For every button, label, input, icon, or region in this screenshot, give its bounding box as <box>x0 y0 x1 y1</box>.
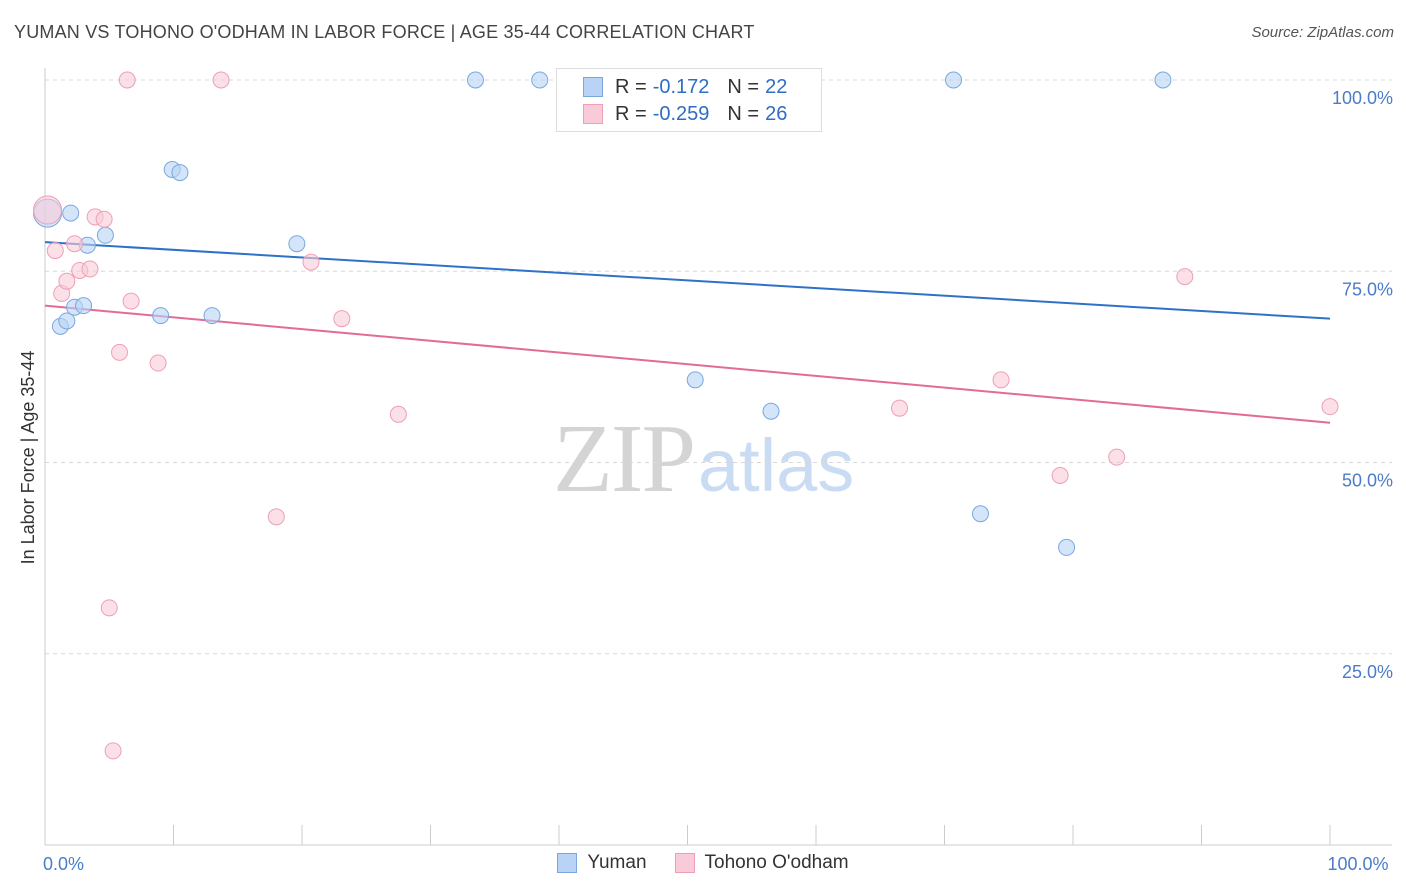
yuman-point-12 <box>288 235 306 253</box>
correlation-legend: R = -0.172 N = 22 R = -0.259 N = 26 <box>556 68 822 132</box>
yuman-point-7 <box>96 226 114 244</box>
legend-tohono-swatch <box>674 853 695 873</box>
legend-yuman-swatch <box>557 853 578 873</box>
tohono-point-3 <box>58 272 76 290</box>
legend-item-yuman[interactable]: Yuman <box>557 852 647 874</box>
yuman-point-16 <box>762 402 780 420</box>
y-tick-label-25: 25.0% <box>1342 662 1393 682</box>
tohono-point-11 <box>111 343 129 361</box>
tohono-point-24 <box>1176 268 1194 286</box>
tohono-point-25 <box>1321 398 1339 416</box>
watermark: ZIPatlas <box>553 403 854 515</box>
legend-row-yuman: R = -0.172 N = 22 <box>583 74 787 100</box>
tohono-point-22 <box>1051 467 1069 485</box>
yuman-point-20 <box>1154 71 1172 89</box>
tohono-r-label: R = <box>615 102 647 125</box>
watermark-zip: ZIP <box>553 405 696 513</box>
yuman-r-value: -0.172 <box>652 75 710 98</box>
tohono-point-14 <box>149 354 167 372</box>
yuman-point-13 <box>466 71 484 89</box>
yuman-trend-line <box>44 241 1331 320</box>
data-points <box>33 71 1339 760</box>
tohono-point-12 <box>122 292 140 310</box>
legend-item-tohono[interactable]: Tohono O'odham <box>674 852 849 874</box>
tohono-swatch <box>583 104 603 124</box>
yuman-swatch <box>583 77 603 97</box>
tohono-point-13 <box>118 71 136 89</box>
tohono-point-16 <box>267 508 285 526</box>
tohono-point-1 <box>46 242 64 260</box>
yuman-point-14 <box>531 71 549 89</box>
yuman-point-8 <box>152 307 170 325</box>
y-tick-label-75: 75.0% <box>1342 279 1393 299</box>
yuman-point-10 <box>171 164 189 182</box>
tohono-point-20 <box>891 399 909 417</box>
yuman-point-3 <box>62 204 80 222</box>
legend-row-tohono: R = -0.259 N = 26 <box>583 101 787 127</box>
x-tick-label-0: 0.0% <box>43 854 84 874</box>
tohono-point-9 <box>100 599 118 617</box>
tick-labels: 100.0% 75.0% 50.0% 25.0% 0.0% 100.0% In Labor … <box>18 88 1393 874</box>
yuman-n-value: 22 <box>765 75 788 98</box>
yuman-n-label: N = <box>727 75 760 98</box>
tohono-point-0 <box>33 195 63 225</box>
legend-yuman-label: Yuman <box>587 852 647 873</box>
tohono-point-10 <box>104 742 122 760</box>
tohono-point-15 <box>212 71 230 89</box>
y-axis-title: In Labor Force | Age 35-44 <box>18 351 38 565</box>
tohono-trend-line <box>44 304 1331 424</box>
tohono-point-21 <box>992 371 1010 389</box>
chart-title: YUMAN VS TOHONO O'ODHAM IN LABOR FORCE |… <box>14 22 755 42</box>
x-tick-label-100: 100.0% <box>1327 854 1388 874</box>
yuman-point-17 <box>944 71 962 89</box>
tohono-n-label: N = <box>727 102 760 125</box>
tohono-point-18 <box>333 310 351 328</box>
yuman-point-5 <box>75 297 93 315</box>
series-legend: Yuman Tohono O'odham <box>0 852 1406 874</box>
tohono-point-23 <box>1108 448 1126 466</box>
tohono-point-19 <box>389 405 407 423</box>
tohono-point-17 <box>302 253 320 271</box>
tohono-point-6 <box>81 260 99 278</box>
yuman-point-15 <box>686 371 704 389</box>
trend-lines <box>44 241 1331 424</box>
tohono-n-value: 26 <box>765 102 788 125</box>
yuman-point-2 <box>58 312 76 330</box>
tohono-r-value: -0.259 <box>652 102 710 125</box>
yuman-r-label: R = <box>615 75 647 98</box>
yuman-point-19 <box>1058 538 1076 556</box>
yuman-point-18 <box>971 505 989 523</box>
axes <box>44 68 1392 846</box>
tohono-point-8 <box>95 210 113 228</box>
source-credit: Source: ZipAtlas.com <box>1251 24 1394 41</box>
legend-tohono-label: Tohono O'odham <box>704 852 849 873</box>
y-tick-label-100: 100.0% <box>1332 88 1393 108</box>
y-tick-label-50: 50.0% <box>1342 471 1393 491</box>
yuman-point-11 <box>203 307 221 325</box>
tohono-point-4 <box>66 235 84 253</box>
watermark-atlas: atlas <box>698 424 855 507</box>
